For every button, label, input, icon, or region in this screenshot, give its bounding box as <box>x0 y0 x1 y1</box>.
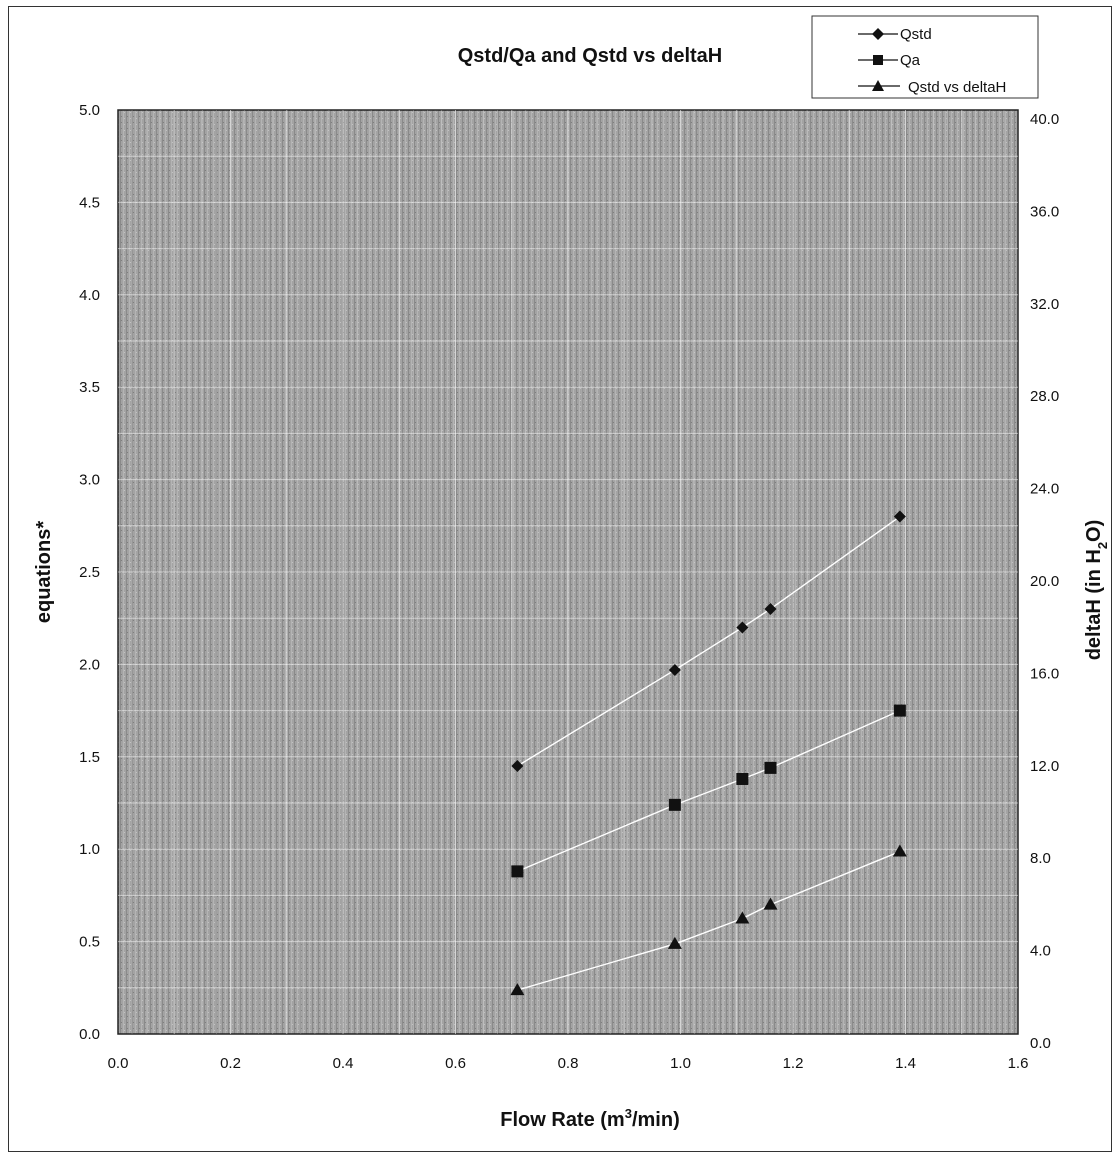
diamond-icon <box>872 28 884 40</box>
x-tick-label: 0.0 <box>108 1055 129 1072</box>
legend: Qstd Qa Qstd vs deltaH <box>811 15 1039 99</box>
y-tick-label: 3.0 <box>79 472 100 489</box>
data-point-qstd <box>764 602 777 615</box>
x-tick-label: 1.2 <box>783 1055 804 1072</box>
legend-box <box>811 15 1039 99</box>
y2-tick-label: 16.0 <box>1030 665 1059 682</box>
x-axis-title-sup: 3 <box>625 1106 632 1121</box>
y-axis-ticks: 0.0 0.5 1.0 1.5 2.0 2.5 3.0 3.5 4.0 4.5 5.0 <box>79 102 100 1043</box>
y-tick-label: 4.0 <box>79 287 100 304</box>
data-point-qa <box>511 865 524 878</box>
y-tick-label: 0.5 <box>79 934 100 951</box>
data-point-qstd <box>893 510 906 523</box>
legend-item-qa: Qa <box>858 52 921 69</box>
y-tick-label: 3.5 <box>79 379 100 396</box>
chart-title: Qstd/Qa and Qstd vs deltaH <box>458 45 723 67</box>
data-point-qstd <box>511 760 524 773</box>
x-tick-label: 0.8 <box>558 1055 579 1072</box>
legend-item-qstd: Qstd <box>858 26 932 43</box>
y2-tick-label: 32.0 <box>1030 296 1059 313</box>
triangle-icon <box>872 80 884 91</box>
y-tick-label: 4.5 <box>79 194 100 211</box>
legend-label-qa: Qa <box>900 52 921 69</box>
y2-axis-title-main: deltaH (in H <box>1083 549 1105 660</box>
y2-tick-label: 0.0 <box>1030 1035 1051 1052</box>
data-point-qstd-vs-deltah <box>667 936 682 949</box>
data-point-qstd-vs-deltah <box>735 911 750 924</box>
y2-tick-label: 12.0 <box>1030 758 1059 775</box>
y2-axis-title: deltaH (in H2O) <box>1083 520 1110 661</box>
legend-label-qstd-vs-deltah: Qstd vs deltaH <box>908 79 1006 96</box>
y2-tick-label: 36.0 <box>1030 203 1059 220</box>
y-tick-label: 2.5 <box>79 564 100 581</box>
data-point-qstd <box>668 663 681 676</box>
legend-item-qstd-vs-deltah: Qstd vs deltaH <box>858 79 1006 96</box>
x-tick-label: 1.0 <box>670 1055 691 1072</box>
x-axis-title-main: Flow Rate (m <box>500 1109 624 1131</box>
y2-tick-label: 4.0 <box>1030 943 1051 960</box>
y-axis-title: equations* <box>33 521 55 623</box>
data-point-qstd-vs-deltah <box>892 844 907 857</box>
square-icon <box>873 55 883 65</box>
y2-axis-ticks: 0.0 4.0 8.0 12.0 16.0 20.0 24.0 28.0 32.0 36.0 40.… <box>1030 111 1059 1052</box>
y2-axis-title-sub: 2 <box>1095 542 1110 549</box>
y-tick-label: 2.0 <box>79 656 100 673</box>
data-point-qstd-vs-deltah <box>763 897 778 910</box>
data-point-qa <box>893 704 906 717</box>
y2-tick-label: 28.0 <box>1030 388 1059 405</box>
y2-tick-label: 8.0 <box>1030 850 1051 867</box>
data-point-qstd-vs-deltah <box>510 983 525 996</box>
horizontal-gridlines <box>118 155 1018 989</box>
data-point-qa <box>668 798 681 811</box>
y-tick-label: 1.5 <box>79 749 100 766</box>
y-tick-label: 1.0 <box>79 841 100 858</box>
y-tick-label: 5.0 <box>79 102 100 119</box>
series-markers <box>510 510 907 996</box>
x-axis-title: Flow Rate (m3/min) <box>500 1106 679 1131</box>
x-axis-title-end: /min) <box>632 1109 680 1131</box>
x-tick-label: 0.4 <box>333 1055 354 1072</box>
y2-axis-title-end: O) <box>1083 520 1105 542</box>
data-point-qa <box>736 772 749 785</box>
x-axis-ticks: 0.0 0.2 0.4 0.6 0.8 1.0 1.2 1.4 1.6 <box>108 1055 1029 1072</box>
x-tick-label: 0.6 <box>445 1055 466 1072</box>
x-tick-label: 1.4 <box>895 1055 916 1072</box>
y2-tick-label: 20.0 <box>1030 573 1059 590</box>
y2-tick-label: 24.0 <box>1030 481 1059 498</box>
legend-label-qstd: Qstd <box>900 26 932 43</box>
x-tick-label: 0.2 <box>220 1055 241 1072</box>
data-point-qstd <box>736 621 749 634</box>
y2-tick-label: 40.0 <box>1030 111 1059 128</box>
y-tick-label: 0.0 <box>79 1026 100 1043</box>
x-tick-label: 1.6 <box>1008 1055 1029 1072</box>
data-point-qa <box>764 761 777 774</box>
